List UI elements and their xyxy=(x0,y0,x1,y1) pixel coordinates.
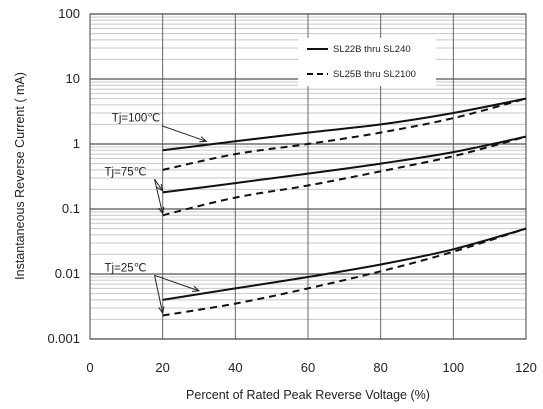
legend-label-solid: SL22B thru SL240 xyxy=(333,44,411,55)
annotation-arrow xyxy=(154,275,164,314)
solid-curve-tj25 xyxy=(162,227,527,301)
arrow-head xyxy=(158,306,165,315)
dashed-curve-tj75 xyxy=(162,135,527,217)
annotation-arrow xyxy=(161,125,207,142)
x-tick-label: 20 xyxy=(155,360,169,375)
y-tick-label: 10 xyxy=(66,71,80,86)
legend-label-dashed: SL25B thru SL2100 xyxy=(333,69,416,80)
dashed-curve-tj100 xyxy=(162,97,527,171)
annotations: Tj=100℃ Tj=75℃ Tj=25℃ xyxy=(105,113,208,315)
annotation-arrow xyxy=(154,179,164,192)
x-tick-label: 60 xyxy=(301,360,315,375)
arrow-head xyxy=(199,136,208,143)
x-tick-label: 40 xyxy=(228,360,242,375)
solid-curve-tj75 xyxy=(162,135,527,194)
legend: SL22B thru SL240 SL25B thru SL2100 xyxy=(298,38,436,86)
dashed-curve-tj25 xyxy=(162,227,527,317)
y-tick-label: 100 xyxy=(58,6,80,21)
x-tick-label: 120 xyxy=(515,360,537,375)
data-series xyxy=(162,97,527,317)
y-tick-label: 1 xyxy=(73,136,80,151)
annotation-label: Tj=75℃ xyxy=(105,166,147,178)
annotation-arrow xyxy=(154,179,164,214)
x-tick-labels: 0 20 40 60 80 100 120 xyxy=(86,360,536,375)
arrow-head xyxy=(158,206,165,215)
x-axis-label: Percent of Rated Peak Reverse Voltage (%… xyxy=(186,388,430,402)
solid-curve-tj100 xyxy=(162,97,527,152)
x-tick-label: 80 xyxy=(373,360,387,375)
x-tick-label: 100 xyxy=(442,360,464,375)
arrow-head xyxy=(191,285,201,292)
y-tick-label: 0.001 xyxy=(47,331,80,346)
plot-frame xyxy=(89,13,527,340)
annotation-label: Tj=25℃ xyxy=(105,262,147,274)
annotation-label: Tj=100℃ xyxy=(112,113,160,125)
y-tick-labels: 0.001 0.01 0.1 1 10 100 xyxy=(47,6,80,346)
y-tick-label: 0.01 xyxy=(55,266,80,281)
x-tick-label: 0 xyxy=(86,360,93,375)
arrow-head xyxy=(156,183,164,192)
y-axis-label: Instantaneous Reverse Current ( mA) xyxy=(13,72,27,280)
legend-box xyxy=(298,38,436,86)
annotation-arrow xyxy=(154,274,200,292)
y-tick-label: 0.1 xyxy=(62,201,80,216)
